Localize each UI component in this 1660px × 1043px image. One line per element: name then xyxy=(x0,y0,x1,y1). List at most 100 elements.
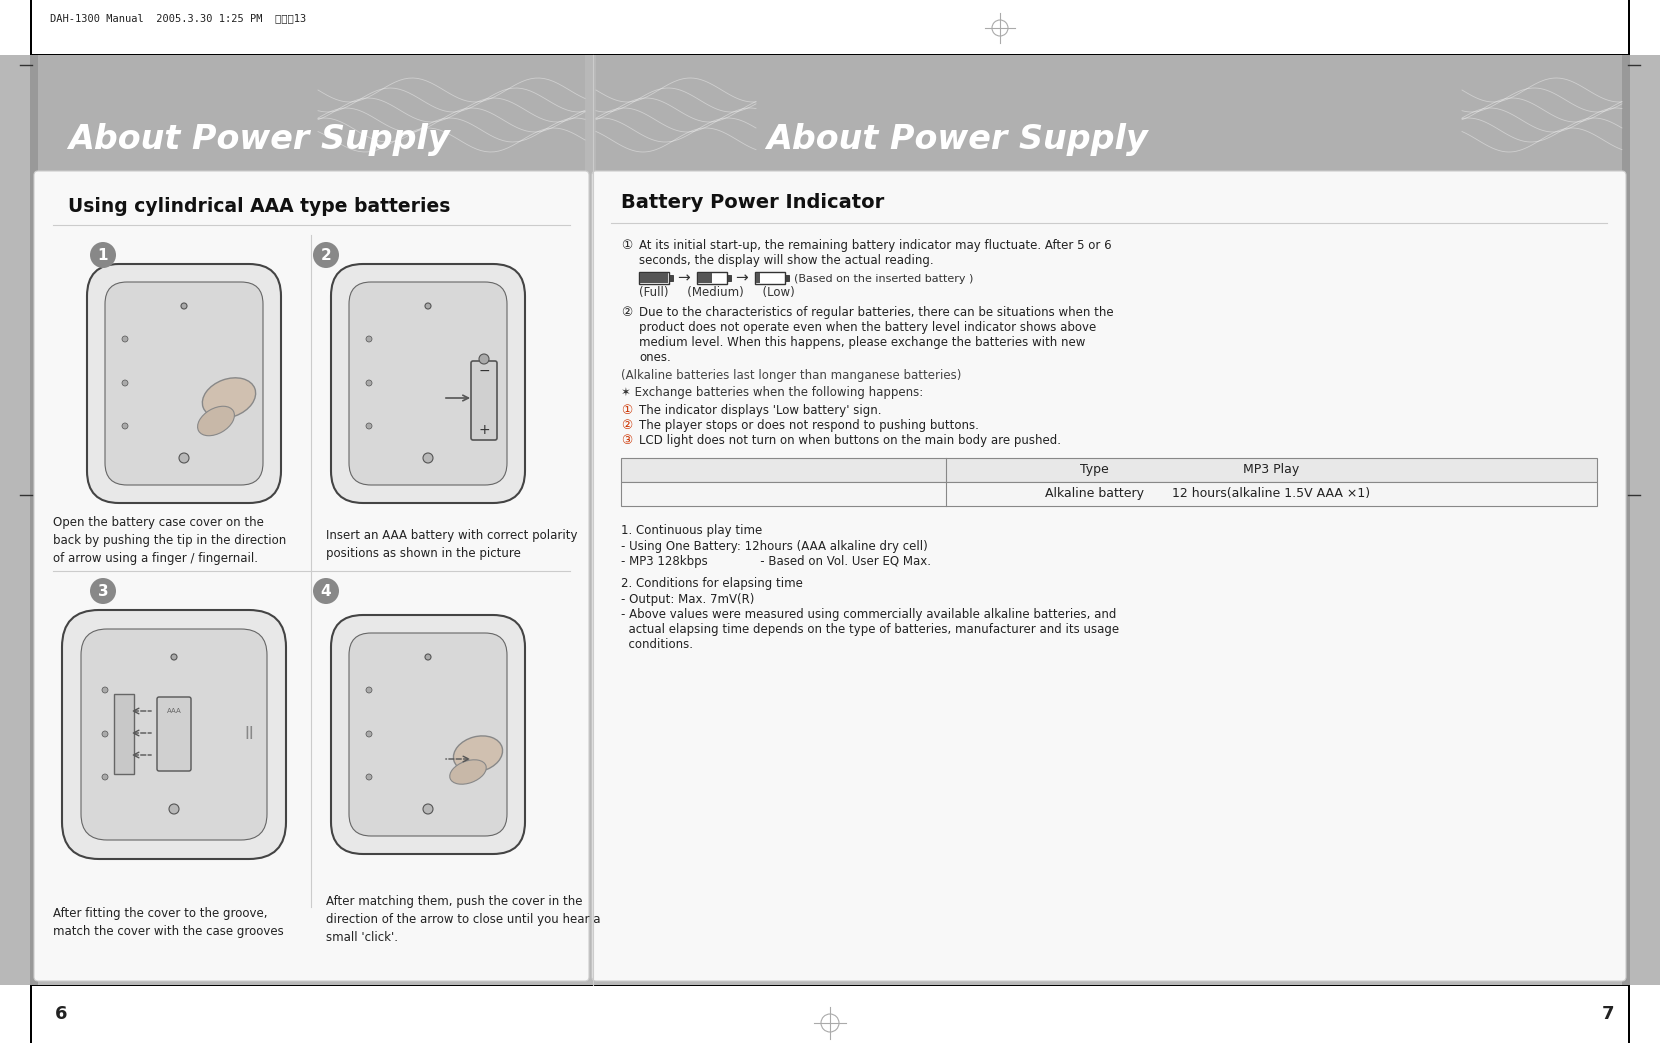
Text: Alkaline battery: Alkaline battery xyxy=(1044,487,1144,501)
FancyBboxPatch shape xyxy=(349,282,506,485)
Bar xyxy=(697,273,712,283)
Text: II: II xyxy=(244,725,254,743)
Text: 1. Continuous play time: 1. Continuous play time xyxy=(621,524,762,537)
Circle shape xyxy=(314,578,339,604)
Text: - MP3 128kbps              - Based on Vol. User EQ Max.: - MP3 128kbps - Based on Vol. User EQ Ma… xyxy=(621,555,931,568)
Bar xyxy=(641,273,667,283)
Bar xyxy=(669,275,672,281)
FancyBboxPatch shape xyxy=(33,171,589,981)
FancyBboxPatch shape xyxy=(330,264,525,503)
Bar xyxy=(0,55,1660,985)
Circle shape xyxy=(90,578,116,604)
Circle shape xyxy=(121,380,128,386)
Text: (Based on the inserted battery ): (Based on the inserted battery ) xyxy=(793,274,973,284)
Text: ✶ Exchange batteries when the following happens:: ✶ Exchange batteries when the following … xyxy=(621,386,923,399)
Text: 7: 7 xyxy=(1602,1005,1615,1023)
Text: - Output: Max. 7mV(R): - Output: Max. 7mV(R) xyxy=(621,593,754,606)
Circle shape xyxy=(314,242,339,268)
Bar xyxy=(755,272,785,284)
Text: After fitting the cover to the groove,
match the cover with the case grooves: After fitting the cover to the groove, m… xyxy=(53,907,284,938)
Circle shape xyxy=(365,336,372,342)
Bar xyxy=(785,275,788,281)
Text: conditions.: conditions. xyxy=(621,638,692,651)
Text: product does not operate even when the battery level indicator shows above: product does not operate even when the b… xyxy=(639,321,1096,334)
Circle shape xyxy=(181,304,188,309)
FancyBboxPatch shape xyxy=(86,264,281,503)
Bar xyxy=(755,273,760,283)
Text: (Alkaline batteries last longer than manganese batteries): (Alkaline batteries last longer than man… xyxy=(621,369,961,382)
Circle shape xyxy=(169,804,179,814)
Bar xyxy=(0,0,1660,55)
Ellipse shape xyxy=(453,736,503,772)
Ellipse shape xyxy=(450,759,486,784)
Ellipse shape xyxy=(198,407,234,436)
Text: ①: ① xyxy=(621,239,632,252)
Text: Due to the characteristics of regular batteries, there can be situations when th: Due to the characteristics of regular ba… xyxy=(639,306,1114,319)
Circle shape xyxy=(90,242,116,268)
Text: 3: 3 xyxy=(98,583,108,599)
Text: 2: 2 xyxy=(320,247,332,263)
Bar xyxy=(115,694,134,774)
Text: ②: ② xyxy=(621,419,632,432)
Text: At its initial start-up, the remaining battery indicator may fluctuate. After 5 : At its initial start-up, the remaining b… xyxy=(639,239,1112,252)
Circle shape xyxy=(425,654,432,660)
Circle shape xyxy=(101,774,108,780)
FancyBboxPatch shape xyxy=(593,171,1627,981)
Circle shape xyxy=(121,336,128,342)
Text: actual elapsing time depends on the type of batteries, manufacturer and its usag: actual elapsing time depends on the type… xyxy=(621,623,1119,636)
Text: About Power Supply: About Power Supply xyxy=(765,122,1147,155)
Bar xyxy=(38,55,584,175)
Text: seconds, the display will show the actual reading.: seconds, the display will show the actua… xyxy=(639,254,933,267)
Text: The indicator displays 'Low battery' sign.: The indicator displays 'Low battery' sig… xyxy=(639,404,881,417)
Text: - Using One Battery: 12hours (AAA alkaline dry cell): - Using One Battery: 12hours (AAA alkali… xyxy=(621,540,928,553)
Text: ①: ① xyxy=(621,404,632,417)
Circle shape xyxy=(365,774,372,780)
Text: LCD light does not turn on when buttons on the main body are pushed.: LCD light does not turn on when buttons … xyxy=(639,434,1061,447)
Text: 6: 6 xyxy=(55,1005,68,1023)
Bar xyxy=(621,458,1597,482)
FancyBboxPatch shape xyxy=(471,361,496,440)
Text: MP3 Play: MP3 Play xyxy=(1243,463,1300,477)
Circle shape xyxy=(101,731,108,737)
Text: ③: ③ xyxy=(621,434,632,447)
Bar xyxy=(639,272,669,284)
Circle shape xyxy=(423,804,433,814)
Bar xyxy=(0,985,1660,1043)
Text: Using cylindrical AAA type batteries: Using cylindrical AAA type batteries xyxy=(68,197,450,217)
Bar xyxy=(727,275,730,281)
Circle shape xyxy=(480,354,490,364)
Text: ②: ② xyxy=(621,306,632,319)
Text: Open the battery case cover on the
back by pushing the tip in the direction
of a: Open the battery case cover on the back … xyxy=(53,516,286,565)
Bar xyxy=(596,55,1622,175)
Circle shape xyxy=(171,654,178,660)
FancyBboxPatch shape xyxy=(330,615,525,854)
Text: −: − xyxy=(478,364,490,378)
Circle shape xyxy=(365,423,372,429)
Circle shape xyxy=(179,453,189,463)
Circle shape xyxy=(365,731,372,737)
Text: DAH-1300 Manual  2005.3.30 1:25 PM  페이지13: DAH-1300 Manual 2005.3.30 1:25 PM 페이지13 xyxy=(50,13,305,23)
Text: ones.: ones. xyxy=(639,351,671,364)
Text: medium level. When this happens, please exchange the batteries with new: medium level. When this happens, please … xyxy=(639,336,1086,349)
Circle shape xyxy=(425,304,432,309)
FancyBboxPatch shape xyxy=(105,282,262,485)
Text: Battery Power Indicator: Battery Power Indicator xyxy=(621,194,885,213)
Text: After matching them, push the cover in the
direction of the arrow to close until: After matching them, push the cover in t… xyxy=(325,895,601,944)
Text: 1: 1 xyxy=(98,247,108,263)
Bar xyxy=(621,482,1597,506)
Circle shape xyxy=(423,453,433,463)
Text: Type: Type xyxy=(1079,463,1109,477)
Circle shape xyxy=(365,687,372,693)
Text: →: → xyxy=(677,270,691,286)
Text: →: → xyxy=(735,270,747,286)
Bar xyxy=(697,272,727,284)
Text: - Above values were measured using commercially available alkaline batteries, an: - Above values were measured using comme… xyxy=(621,608,1117,621)
Circle shape xyxy=(121,423,128,429)
Text: About Power Supply: About Power Supply xyxy=(68,122,450,155)
Text: AAA: AAA xyxy=(166,708,181,714)
Text: 4: 4 xyxy=(320,583,332,599)
FancyBboxPatch shape xyxy=(61,610,286,859)
Text: (Full)     (Medium)     (Low): (Full) (Medium) (Low) xyxy=(639,286,795,299)
Bar xyxy=(30,55,38,985)
Circle shape xyxy=(365,380,372,386)
